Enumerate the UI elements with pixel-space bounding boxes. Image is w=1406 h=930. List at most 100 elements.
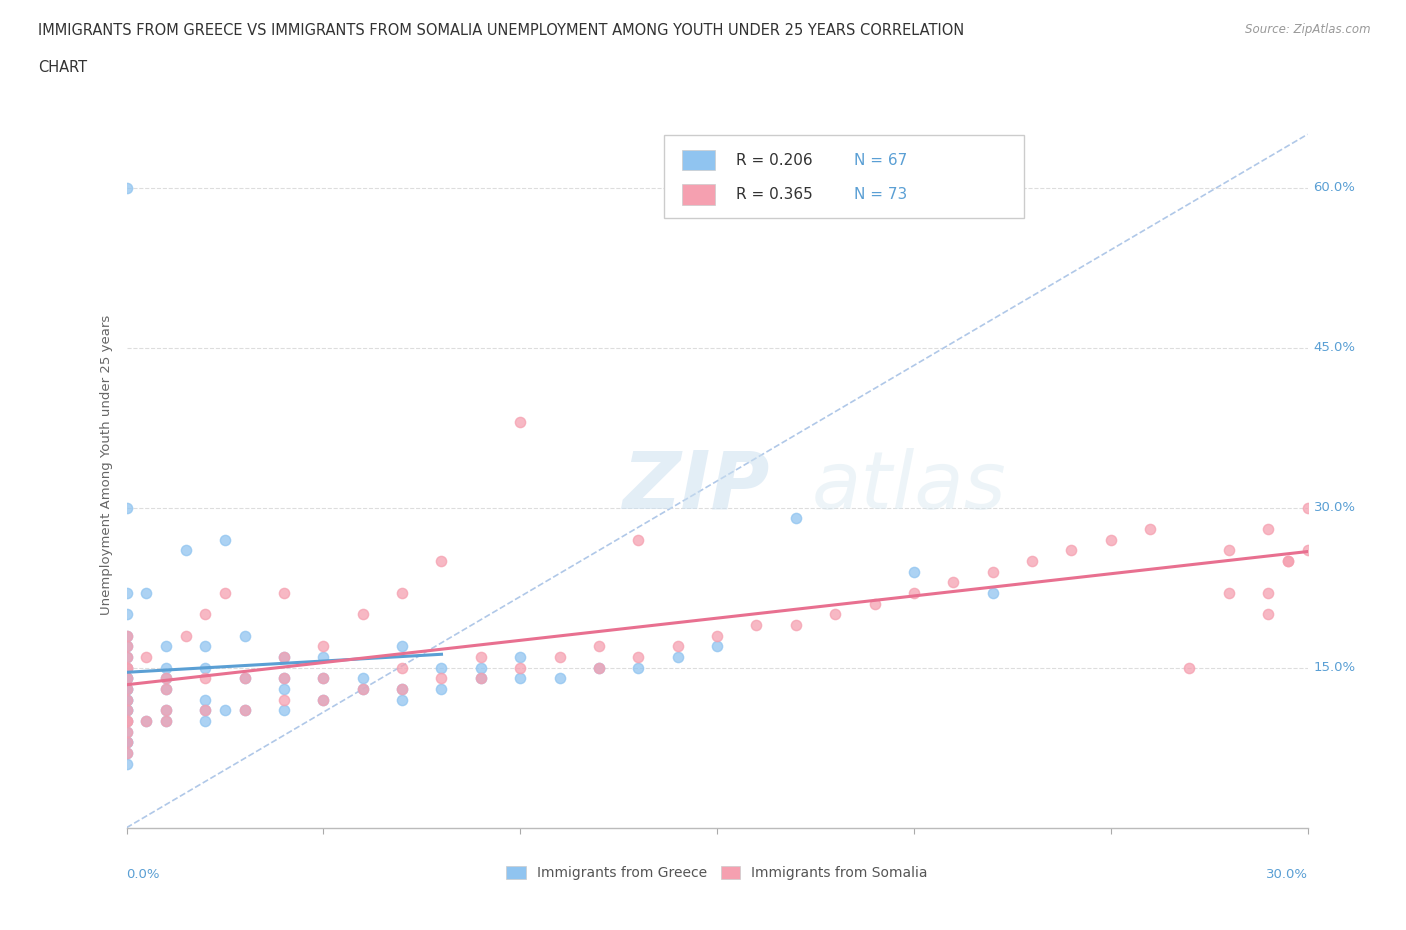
Point — [233, 671, 256, 685]
Point — [155, 660, 177, 675]
Point — [115, 660, 138, 675]
Point — [155, 703, 177, 718]
Point — [391, 682, 413, 697]
Point — [273, 692, 295, 707]
Point — [1296, 500, 1319, 515]
Point — [312, 692, 335, 707]
Point — [115, 682, 138, 697]
Point — [548, 649, 571, 664]
Point — [273, 586, 295, 601]
Point — [115, 682, 138, 697]
Point — [174, 629, 197, 644]
Text: 15.0%: 15.0% — [1313, 661, 1355, 674]
Point — [470, 660, 492, 675]
Point — [115, 671, 138, 685]
Point — [115, 692, 138, 707]
Point — [194, 671, 217, 685]
Point — [273, 671, 295, 685]
Point — [1257, 586, 1279, 601]
Point — [391, 692, 413, 707]
Point — [352, 607, 374, 622]
Point — [548, 671, 571, 685]
Point — [135, 713, 157, 728]
Point — [115, 607, 138, 622]
Text: 30.0%: 30.0% — [1313, 501, 1355, 514]
Point — [1099, 532, 1122, 547]
Legend: Immigrants from Greece, Immigrants from Somalia: Immigrants from Greece, Immigrants from … — [501, 860, 934, 886]
Point — [194, 639, 217, 654]
Point — [115, 756, 138, 771]
Point — [115, 586, 138, 601]
Point — [627, 649, 650, 664]
Point — [155, 671, 177, 685]
Point — [981, 565, 1004, 579]
Point — [1021, 553, 1043, 568]
Point — [155, 682, 177, 697]
Point — [155, 639, 177, 654]
Point — [194, 703, 217, 718]
Text: R = 0.365: R = 0.365 — [735, 187, 813, 202]
Point — [115, 629, 138, 644]
Point — [115, 639, 138, 654]
Point — [115, 629, 138, 644]
Point — [1277, 553, 1299, 568]
Point — [233, 671, 256, 685]
Point — [115, 713, 138, 728]
Point — [1257, 607, 1279, 622]
Point — [155, 703, 177, 718]
Point — [588, 639, 610, 654]
Point — [352, 671, 374, 685]
Point — [135, 713, 157, 728]
Point — [115, 649, 138, 664]
Point — [666, 649, 689, 664]
Point — [194, 607, 217, 622]
Point — [706, 629, 728, 644]
Point — [627, 660, 650, 675]
Point — [391, 682, 413, 697]
Point — [233, 703, 256, 718]
Point — [509, 660, 531, 675]
Point — [273, 703, 295, 718]
Text: N = 73: N = 73 — [853, 187, 907, 202]
Point — [942, 575, 965, 590]
Point — [903, 586, 925, 601]
Point — [115, 746, 138, 761]
Point — [115, 692, 138, 707]
Point — [135, 586, 157, 601]
Point — [115, 703, 138, 718]
Point — [785, 511, 807, 525]
Point — [155, 671, 177, 685]
Point — [115, 660, 138, 675]
Text: 0.0%: 0.0% — [127, 868, 160, 881]
Y-axis label: Unemployment Among Youth under 25 years: Unemployment Among Youth under 25 years — [100, 315, 114, 615]
Point — [863, 596, 886, 611]
Point — [115, 671, 138, 685]
Point — [273, 682, 295, 697]
Point — [391, 586, 413, 601]
FancyBboxPatch shape — [682, 184, 714, 205]
Point — [509, 671, 531, 685]
Point — [115, 180, 138, 195]
Point — [391, 660, 413, 675]
Point — [745, 618, 768, 632]
Point — [824, 607, 846, 622]
Point — [273, 671, 295, 685]
Point — [115, 735, 138, 750]
Point — [1277, 553, 1299, 568]
Point — [194, 713, 217, 728]
Point — [115, 713, 138, 728]
Point — [115, 703, 138, 718]
Point — [214, 586, 236, 601]
FancyBboxPatch shape — [682, 150, 714, 170]
Point — [391, 639, 413, 654]
Point — [312, 639, 335, 654]
Point — [115, 724, 138, 739]
Point — [155, 713, 177, 728]
Point — [1257, 522, 1279, 537]
Point — [430, 660, 453, 675]
Point — [214, 703, 236, 718]
Point — [233, 629, 256, 644]
Point — [1218, 586, 1240, 601]
Text: 60.0%: 60.0% — [1313, 181, 1355, 194]
Point — [706, 639, 728, 654]
